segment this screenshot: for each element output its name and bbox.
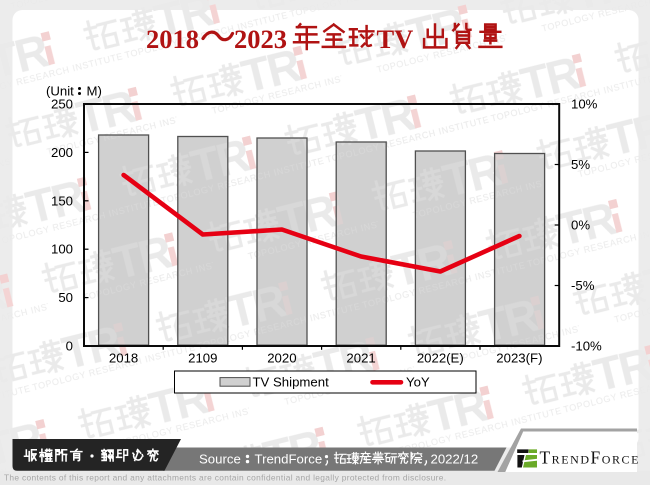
svg-text:2018: 2018 — [146, 24, 199, 54]
svg-text:(Unit: (Unit — [46, 84, 74, 99]
svg-text:YoY: YoY — [406, 375, 430, 390]
svg-text:M): M) — [87, 84, 102, 99]
svg-text:The contents of this report an: The contents of this report and any atta… — [4, 473, 446, 483]
svg-text:100: 100 — [51, 242, 73, 257]
svg-text:0%: 0% — [571, 218, 590, 233]
svg-text:-5%: -5% — [571, 278, 595, 293]
svg-text:5%: 5% — [571, 157, 590, 172]
svg-text:250: 250 — [51, 97, 73, 112]
svg-text:2109: 2109 — [188, 351, 217, 366]
svg-text:TV: TV — [377, 24, 414, 54]
svg-text:2018: 2018 — [109, 351, 138, 366]
svg-text:50: 50 — [58, 290, 73, 305]
svg-text:2021: 2021 — [346, 351, 375, 366]
svg-text:TrendForce: TrendForce — [255, 451, 323, 466]
svg-text:TV Shipment: TV Shipment — [253, 375, 330, 390]
svg-text:TrendForce: TrendForce — [540, 448, 640, 468]
svg-text:-10%: -10% — [571, 339, 602, 354]
svg-text:150: 150 — [51, 193, 73, 208]
svg-text:10%: 10% — [571, 97, 598, 112]
svg-text:0: 0 — [66, 339, 73, 354]
svg-text:200: 200 — [51, 145, 73, 160]
svg-text:Source: Source — [199, 451, 241, 466]
svg-text:2023: 2023 — [234, 24, 287, 54]
svg-text:2020: 2020 — [267, 351, 296, 366]
svg-text:2022(E): 2022(E) — [417, 351, 464, 366]
svg-text:2022/12: 2022/12 — [431, 451, 479, 466]
svg-text:2023(F): 2023(F) — [496, 351, 542, 366]
